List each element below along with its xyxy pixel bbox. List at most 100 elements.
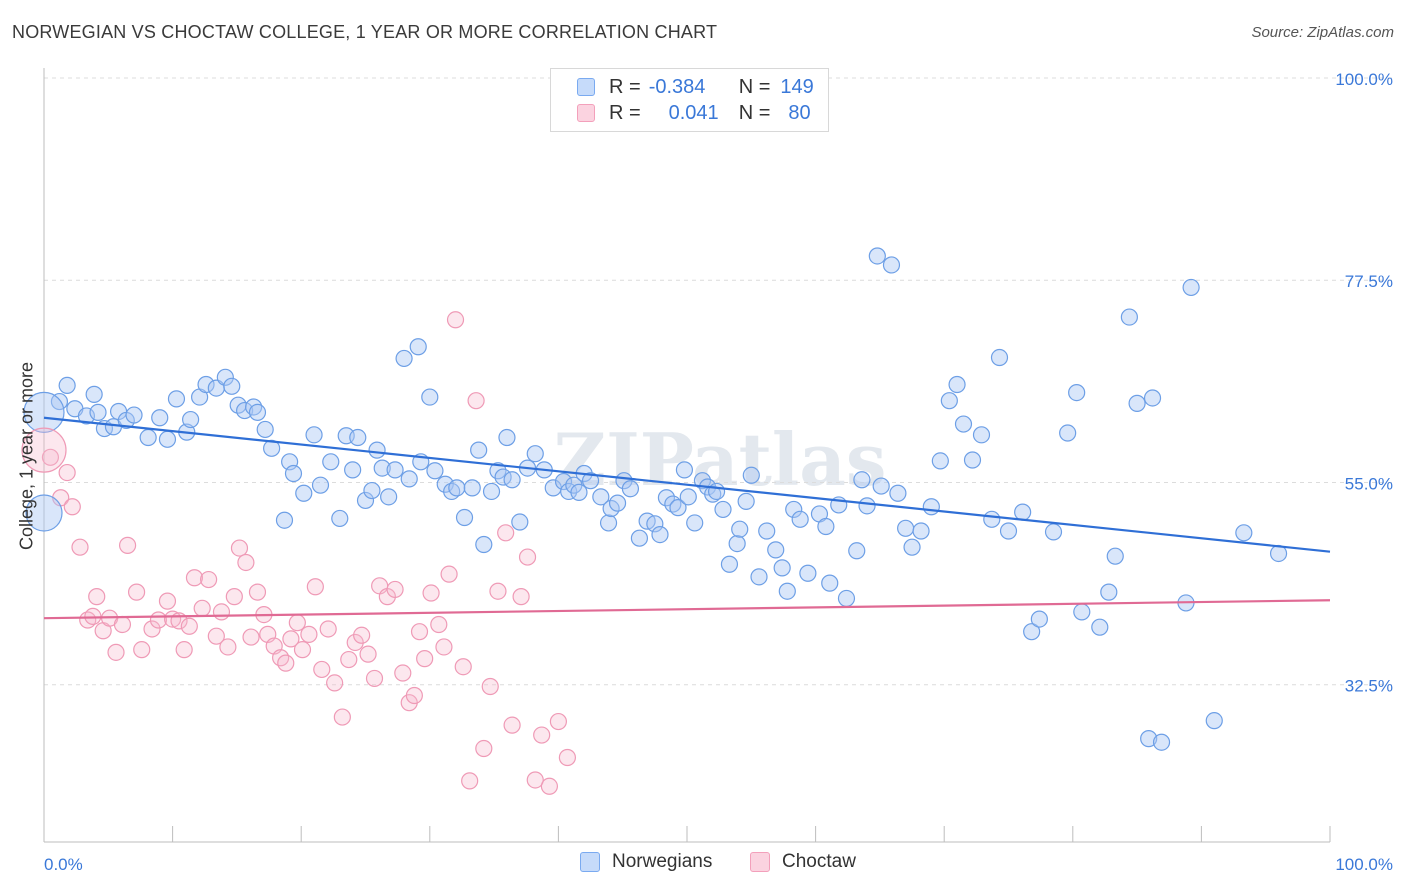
choctaw-point [435, 638, 453, 656]
legend-r-value: -0.384 [648, 75, 706, 98]
chart-title: NORWEGIAN VS CHOCTAW COLLEGE, 1 YEAR OR … [12, 22, 718, 42]
choctaw-point [118, 536, 137, 554]
legend-row-choctaw: R = 0.041 N = 80 [577, 101, 811, 125]
norwegians-point [912, 522, 930, 540]
norwegians-point [657, 489, 676, 507]
choctaw-point [454, 658, 472, 676]
choctaw-point [394, 664, 412, 682]
legend-n-label: N = [738, 75, 771, 98]
choctaw-point [282, 630, 300, 648]
choctaw-point [219, 638, 237, 656]
norwegians-point [373, 459, 391, 477]
choctaw-point [277, 654, 295, 672]
norwegians-point [720, 555, 739, 573]
choctaw-point [475, 739, 493, 758]
norwegians-point [1023, 623, 1041, 641]
choctaw-trend-line [43, 599, 1331, 620]
choctaw-point [533, 726, 551, 744]
norwegians-point [197, 375, 215, 394]
norwegians-point [592, 488, 610, 506]
norwegians-point [368, 441, 386, 459]
choctaw-point [225, 588, 243, 606]
y-tick-label: 77.5% [1345, 272, 1393, 291]
norwegians-point [630, 529, 649, 547]
norwegians-point [1205, 712, 1223, 730]
norwegians-point [821, 574, 839, 592]
norwegians-point [1128, 394, 1146, 412]
choctaw-point [313, 660, 331, 679]
choctaw-point [113, 615, 132, 634]
choctaw-point [540, 777, 558, 795]
norwegians-point [482, 482, 501, 501]
norwegians-point [400, 470, 418, 488]
norwegians-point [1044, 523, 1063, 541]
legend-n-label: N = [738, 101, 771, 124]
norwegians-point [853, 471, 871, 489]
norwegians-point [1120, 308, 1138, 326]
norwegians-point [990, 348, 1009, 367]
y-tick-label: 55.0% [1345, 474, 1393, 493]
choctaw-point [410, 623, 429, 641]
norwegians-point [511, 513, 529, 531]
norwegians-point [158, 430, 177, 448]
legend-item-label: Norwegians [612, 851, 713, 872]
choctaw-point [180, 617, 198, 635]
choctaw-point [549, 712, 568, 731]
norwegians-point [931, 452, 949, 470]
norwegians-point [25, 494, 63, 532]
choctaw-point [248, 583, 267, 601]
norwegians-point [791, 510, 809, 528]
norwegians-point [475, 535, 493, 554]
norwegians-point [570, 483, 588, 501]
norwegians-point [421, 388, 439, 406]
choctaw-point [88, 588, 106, 606]
norwegians-point [799, 564, 817, 582]
norwegians-point [1100, 583, 1118, 601]
norwegians-point [223, 377, 241, 395]
legend-item-norwegians[interactable]: Norwegians [580, 851, 712, 873]
norwegians-point [1059, 424, 1077, 442]
source-note: Source: ZipAtlas.com [1251, 24, 1394, 41]
norwegians-point [1073, 603, 1091, 621]
norwegians-point [1235, 524, 1253, 542]
norwegians-point [679, 488, 697, 506]
norwegians-point [554, 472, 573, 491]
norwegians-point [954, 415, 973, 433]
legend-n-value: 80 [788, 101, 811, 124]
norwegians-point [23, 391, 65, 433]
legend-r-label: R = [609, 101, 641, 124]
norwegians-point [963, 451, 982, 469]
norwegians-point [599, 514, 618, 532]
norwegians-point [1143, 389, 1162, 407]
norwegians-point [785, 500, 803, 519]
norwegians-point [263, 439, 281, 457]
norwegians-swatch [580, 852, 600, 872]
legend-n-value: 149 [780, 75, 814, 98]
norwegians-point [395, 349, 413, 368]
norwegians-point [868, 247, 886, 265]
choctaw-point [512, 588, 530, 606]
norwegians-point [426, 462, 444, 480]
choctaw-point [340, 650, 358, 669]
choctaw-point [359, 645, 377, 663]
legend-item-choctaw[interactable]: Choctaw [750, 851, 856, 873]
choctaw-point [503, 716, 521, 734]
norwegians-point [686, 514, 704, 532]
norwegians-point [778, 582, 796, 600]
choctaw-point [41, 448, 60, 466]
choctaw-point [446, 311, 465, 329]
legend-swatch-choctaw [577, 104, 595, 122]
norwegians-point [922, 498, 940, 516]
series-legend: Norwegians Choctaw [0, 851, 1406, 877]
choctaw-point [481, 677, 499, 696]
choctaw-point [346, 633, 364, 652]
choctaw-point [518, 548, 537, 566]
norwegians-point [858, 497, 876, 515]
norwegians-point [817, 517, 835, 536]
norwegians-point [455, 508, 474, 527]
norwegians-point [728, 534, 746, 553]
norwegians-point [363, 481, 381, 500]
choctaw-point [461, 772, 479, 790]
choctaw-point [193, 599, 211, 617]
norwegians-point [380, 488, 398, 506]
